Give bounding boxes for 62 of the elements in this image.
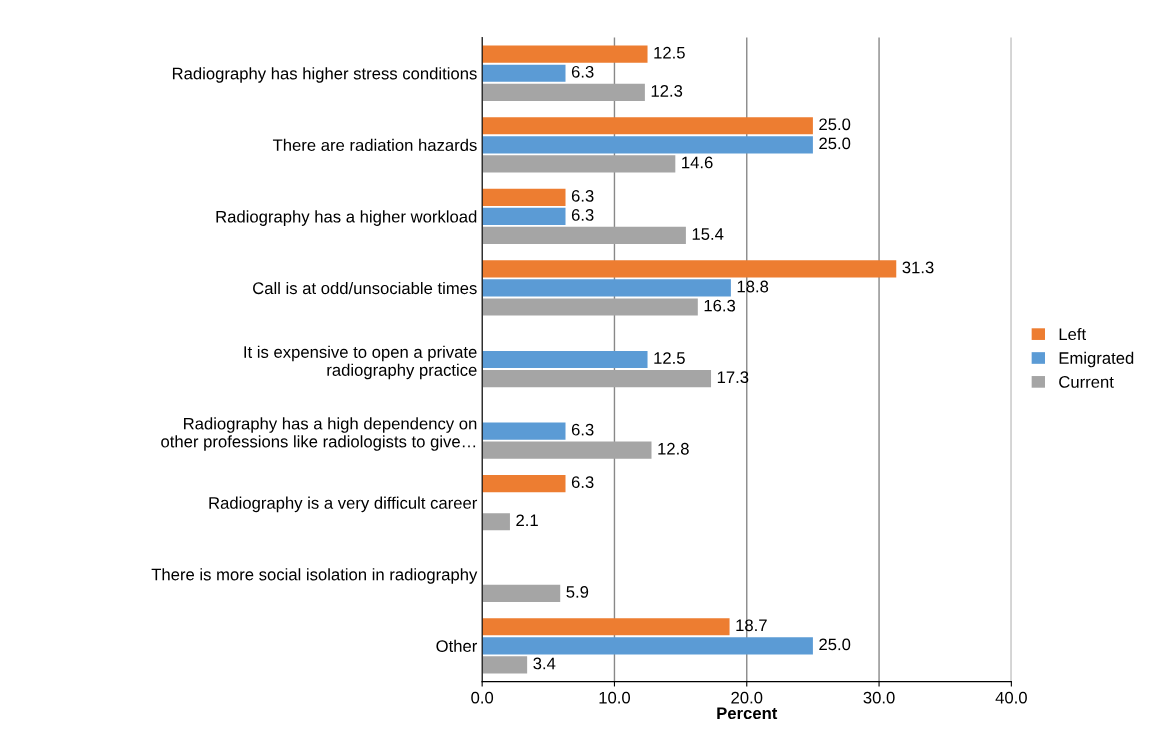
bar	[482, 513, 510, 531]
data-label: 18.8	[737, 280, 769, 293]
data-label: 6.3	[571, 476, 594, 489]
bar	[482, 474, 566, 493]
data-label: 25.0	[819, 137, 851, 150]
x-axis-title: Percent	[717, 707, 778, 720]
bar	[482, 350, 648, 369]
y-tick-label: Radiography has a high dependency on other professions like radiologists to give…	[161, 417, 477, 451]
data-label: 25.0	[819, 118, 851, 131]
y-tick-label: Radiography has higher stress conditions	[172, 67, 477, 83]
bar	[482, 656, 528, 674]
data-label: 6.3	[571, 65, 594, 78]
bar	[482, 64, 566, 82]
bar	[482, 155, 676, 173]
data-label: 2.1	[516, 514, 538, 527]
y-tick-label: There is more social isolation in radiography	[151, 568, 478, 584]
data-label: 3.4	[533, 657, 556, 670]
bar	[482, 618, 730, 636]
data-label: 16.3	[704, 299, 736, 312]
bar	[482, 422, 566, 440]
y-tick-label: Other	[436, 639, 478, 653]
y-tick-label: Radiography is a very difficult career	[209, 496, 478, 513]
bar	[482, 441, 652, 459]
bar	[482, 136, 813, 154]
bar	[482, 637, 813, 655]
x-tick-label: 40.0	[995, 691, 1027, 704]
data-label: 12.5	[654, 46, 685, 59]
bar	[482, 298, 698, 316]
bar	[482, 584, 561, 602]
bar	[482, 226, 686, 245]
x-tick-label: 20.0	[731, 691, 763, 704]
bar	[482, 260, 897, 278]
data-label: 12.5	[654, 352, 685, 364]
bar	[482, 117, 813, 135]
y-tick-label: It is expensive to open a private radiography practice	[244, 345, 477, 380]
data-label: 18.7	[736, 619, 767, 632]
y-tick-label: Call is at odd/unsociable times	[253, 281, 477, 295]
data-label: 12.8	[658, 442, 689, 455]
data-label: 6.3	[571, 423, 594, 436]
data-label: 14.6	[682, 156, 713, 169]
data-label: 6.3	[571, 189, 594, 202]
legend-label: Left	[1059, 327, 1086, 341]
bar	[482, 188, 566, 206]
x-tick-label: 30.0	[863, 691, 895, 704]
bar	[482, 83, 645, 101]
bar	[482, 45, 648, 63]
bar	[482, 279, 731, 297]
data-label: 12.3	[651, 84, 683, 97]
y-tick-label: Radiography has a higher workload	[216, 210, 477, 226]
legend-label: Emigrated	[1059, 351, 1134, 368]
data-label: 17.3	[717, 371, 749, 384]
legend-label: Current	[1059, 376, 1114, 388]
y-tick-label: There are radiation hazards	[272, 138, 477, 152]
data-label: 6.3	[571, 209, 594, 221]
data-label: 25.0	[819, 638, 851, 651]
data-label: 15.4	[692, 228, 724, 240]
bar	[482, 207, 566, 225]
data-label: 5.9	[566, 585, 589, 598]
x-tick-label: 10.0	[599, 691, 631, 704]
bar	[482, 370, 712, 388]
x-tick-label: 0.0	[471, 691, 494, 704]
data-label: 31.3	[902, 261, 934, 274]
